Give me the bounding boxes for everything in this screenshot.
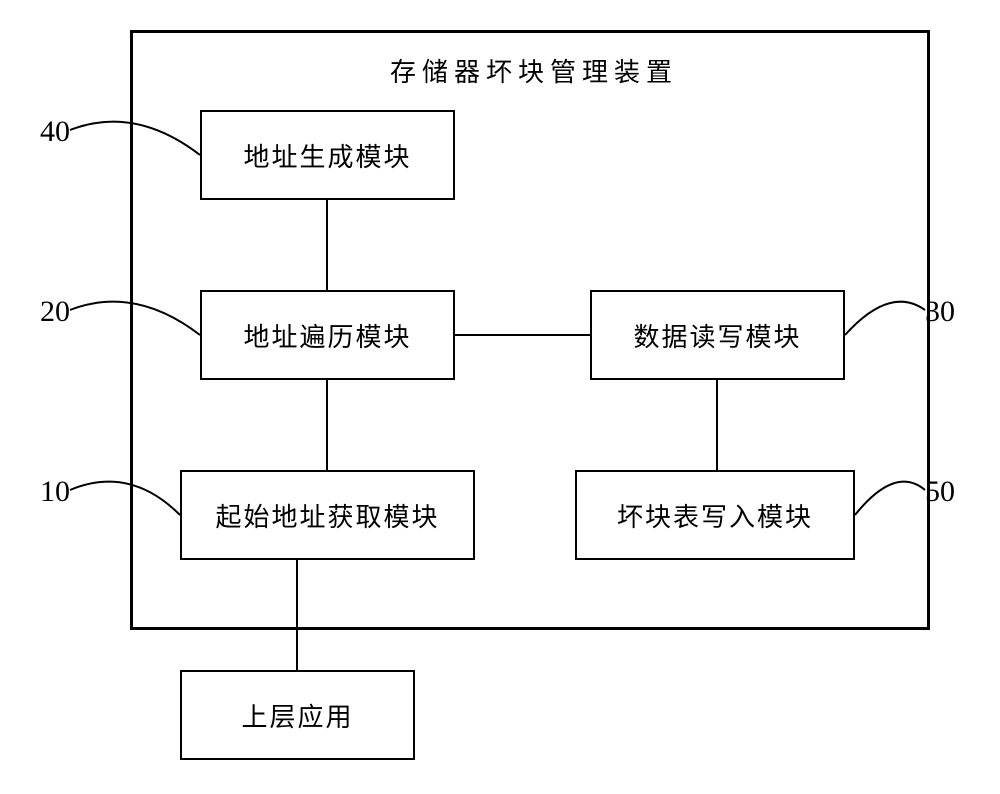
node-label: 地址遍历模块 xyxy=(243,317,411,354)
ref-label-10: 10 xyxy=(40,475,70,509)
node-label: 起始地址获取模块 xyxy=(215,497,439,534)
node-badblock-write: 坏块表写入模块 xyxy=(575,470,855,560)
ref-label-20: 20 xyxy=(40,295,70,329)
node-label: 坏块表写入模块 xyxy=(617,497,813,534)
node-start-addr-get: 起始地址获取模块 xyxy=(180,470,475,560)
node-label: 数据读写模块 xyxy=(633,317,801,354)
ref-label-40: 40 xyxy=(40,115,70,149)
container-title: 存储器坏块管理装置 xyxy=(390,52,678,89)
ref-label-50: 50 xyxy=(925,475,955,509)
block-diagram: 存储器坏块管理装置 地址生成模块 地址遍历模块 数据读写模块 起始地址获取模块 … xyxy=(0,0,1000,794)
node-label: 地址生成模块 xyxy=(243,137,411,174)
ref-label-30: 30 xyxy=(925,295,955,329)
node-upper-app: 上层应用 xyxy=(180,670,415,760)
node-address-gen: 地址生成模块 xyxy=(200,110,455,200)
node-data-rw: 数据读写模块 xyxy=(590,290,845,380)
node-address-traverse: 地址遍历模块 xyxy=(200,290,455,380)
node-label: 上层应用 xyxy=(241,697,353,734)
